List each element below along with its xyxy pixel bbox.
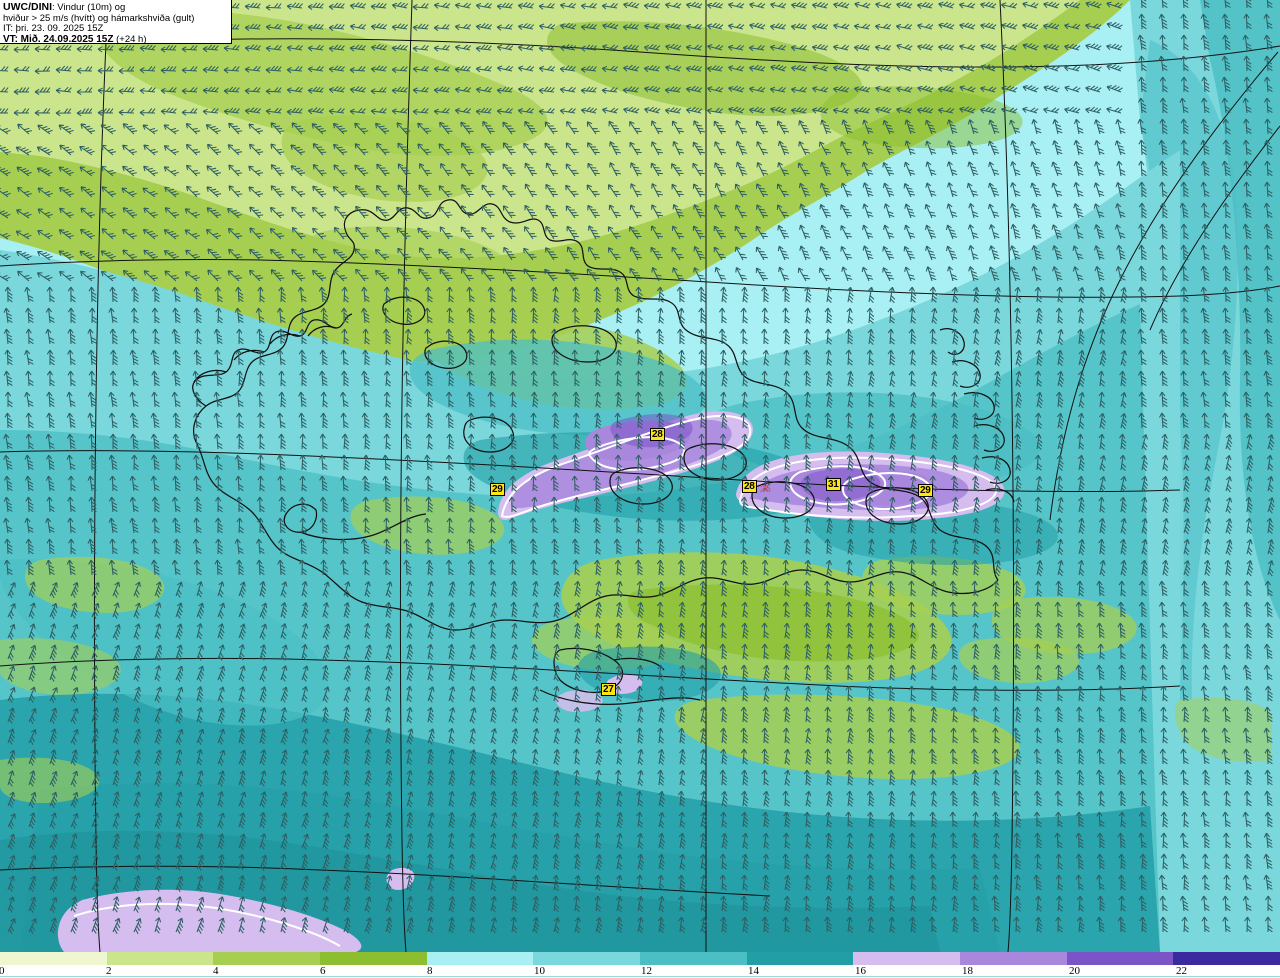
- product-title-line: UWC/DINI: Vindur (10m) og: [3, 2, 228, 14]
- colorbar-tick-6: 6: [320, 965, 326, 977]
- colorbar-segment-12-14: [639, 952, 747, 965]
- colorbar-tick-12: 12: [641, 965, 652, 977]
- gust-description-line: hviður > 25 m/s (hvítt) og hámarkshviða …: [3, 12, 195, 24]
- colorbar-tick-16: 16: [855, 965, 866, 977]
- colorbar-segment-2-4: [106, 952, 214, 965]
- wind-field-raster: [0, 0, 1280, 952]
- max-gust-label: 28: [742, 480, 757, 493]
- colorbar-tick-20: 20: [1069, 965, 1080, 977]
- colorbar-segment-6-8: [319, 952, 427, 965]
- bottom-rule: [0, 976, 1280, 977]
- valid-time-suffix: (+24 h): [116, 33, 147, 45]
- valid-time-line: VT: Mið. 24.09.2025 15Z (+24 h): [3, 33, 228, 46]
- product-title-rest: : Vindur (10m) og: [52, 2, 126, 13]
- colorbar-segment-0-2: [0, 952, 107, 965]
- colorbar-legend: 0 2 4 6 8 10 12 14 16 18 20 22: [0, 952, 1280, 978]
- max-gust-label: 25: [760, 484, 771, 495]
- max-gust-label: 27: [601, 683, 616, 696]
- colorbar-tick-0: 0: [0, 965, 5, 977]
- colorbar-segment-22-24: [1173, 952, 1280, 965]
- forecast-map[interactable]: UWC/DINI: Vindur (10m) og hviður > 25 m/…: [0, 0, 1280, 952]
- colorbar-tick-22: 22: [1176, 965, 1187, 977]
- colorbar-tick-8: 8: [427, 965, 433, 977]
- colorbar-segment-8-10: [426, 952, 534, 965]
- legend-info-box: UWC/DINI: Vindur (10m) og hviður > 25 m/…: [0, 0, 232, 46]
- max-gust-label: 29: [918, 484, 933, 497]
- colorbar-segment-10-12: [533, 952, 640, 965]
- colorbar-tick-10: 10: [534, 965, 545, 977]
- max-gust-label: 28: [650, 428, 665, 441]
- colorbar-tick-labels: 0 2 4 6 8 10 12 14 16 18 20 22: [0, 965, 1280, 978]
- colorbar-tick-2: 2: [106, 965, 112, 977]
- colorbar-segment-14-16: [746, 952, 854, 965]
- colorbar-segment-16-18: [853, 952, 960, 965]
- colorbar-tick-14: 14: [748, 965, 759, 977]
- colorbar-segment-18-20: [959, 952, 1067, 965]
- colorbar-strip: [0, 952, 1280, 965]
- colorbar-tick-4: 4: [213, 965, 219, 977]
- colorbar-segment-20-22: [1066, 952, 1174, 965]
- init-time-line: IT: þri. 23. 09. 2025 15Z: [3, 23, 104, 35]
- colorbar-segment-4-6: [213, 952, 320, 965]
- valid-time-value: Mið. 24.09.2025 15Z: [20, 33, 114, 45]
- valid-time-prefix: VT:: [3, 33, 18, 45]
- colorbar-tick-18: 18: [962, 965, 973, 977]
- product-name: UWC/DINI: [3, 1, 52, 13]
- max-gust-label: 31: [826, 478, 841, 491]
- max-gust-label: 29: [490, 483, 505, 496]
